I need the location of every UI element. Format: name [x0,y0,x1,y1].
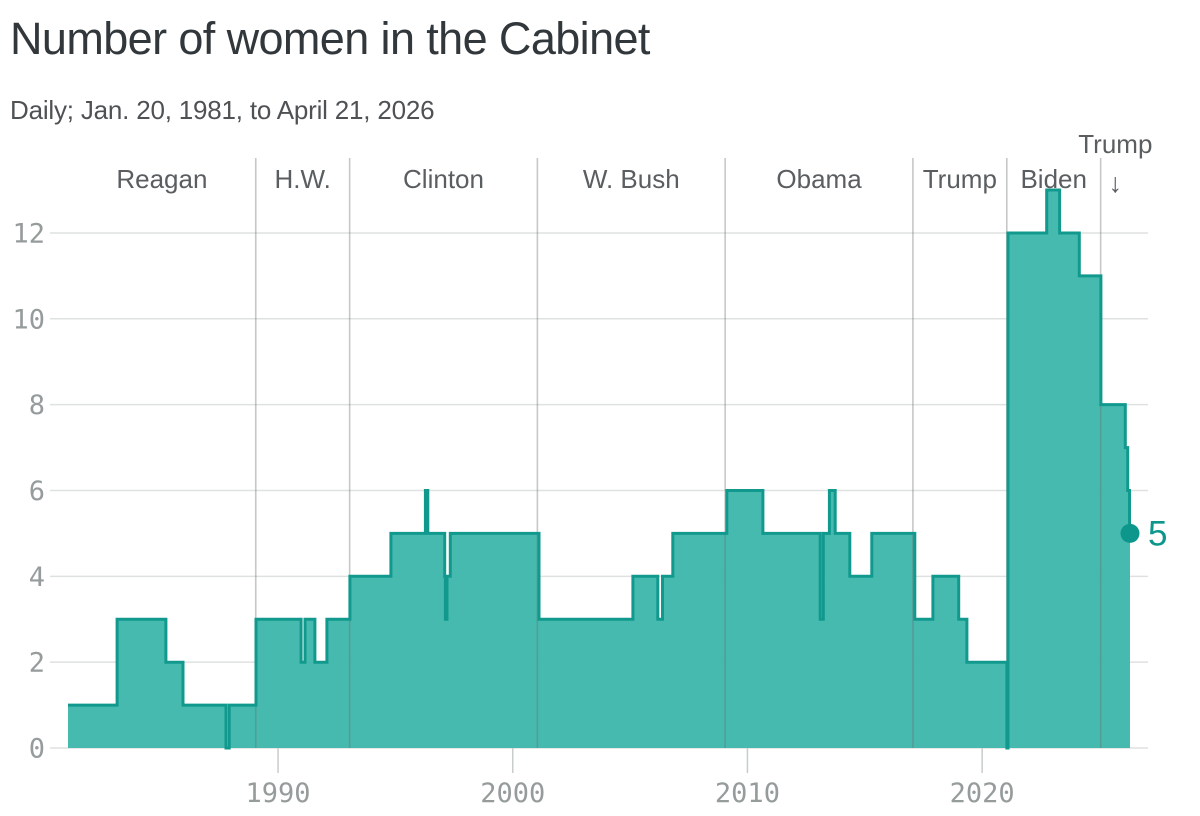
era-label-trump: Trump [1078,129,1152,159]
era-label-h-w-: H.W. [275,164,331,194]
area-fill [68,190,1130,748]
era-label-w-bush: W. Bush [583,164,680,194]
y-tick-label: 12 [12,218,45,249]
x-tick-label: 2020 [950,778,1015,809]
current-value-label: 5 [1148,514,1167,553]
page-subtitle: Daily; Jan. 20, 1981, to April 21, 2026 [10,95,435,125]
y-tick-label: 2 [29,648,45,679]
step-line-layer [68,188,1131,750]
end-marker-layer: 5 [1120,514,1167,553]
y-tick-label: 10 [12,304,45,335]
step-line [68,188,1131,750]
area-layer [68,190,1130,748]
x-axis-layer: 1990 2000 2010 2020 [246,748,1015,809]
era-layer: Reagan H.W. Clinton W. Bush Obama Trump BidenT… [116,129,1152,748]
y-tick-label: 4 [29,562,45,593]
y-tick-label: 8 [29,390,45,421]
gridlines-layer: 0 2 4 6 8 10 12 [12,218,1148,765]
y-tick-label: 6 [29,476,45,507]
page-title: Number of women in the Cabinet [10,13,650,64]
y-tick-label: 0 [29,734,45,765]
x-tick-label: 2000 [480,778,545,809]
current-value-dot [1120,523,1140,543]
era-label-clinton: Clinton [403,164,484,194]
arrow-down-icon: ↓ [1109,168,1123,198]
era-label-reagan: Reagan [116,164,207,194]
x-tick-label: 1990 [246,778,311,809]
era-label-trump: Trump [923,164,997,194]
era-label-obama: Obama [776,164,862,194]
x-tick-label: 2010 [715,778,780,809]
